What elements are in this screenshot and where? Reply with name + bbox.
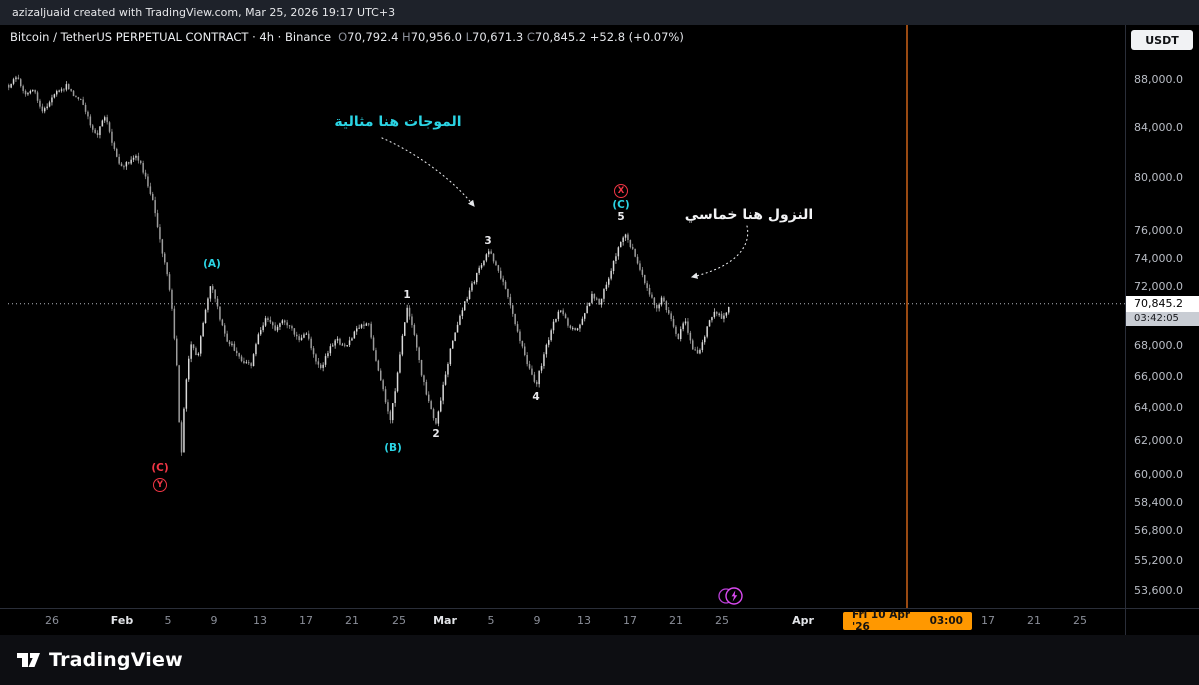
- price-tick-label: 76,000.0: [1134, 224, 1183, 237]
- time-tick-label: 21: [345, 614, 359, 627]
- wave-label[interactable]: (C): [151, 462, 169, 474]
- ohlc-key: H: [402, 30, 411, 44]
- ohlc-values: O70,792.4 H70,956.0 L70,671.3 C70,845.2 …: [338, 30, 684, 44]
- event-time: 03:00: [929, 615, 963, 627]
- ohlc-value: 70,845.2: [534, 30, 590, 44]
- wave-label[interactable]: (B): [384, 442, 402, 454]
- price-tick-label: 80,000.0: [1134, 171, 1183, 184]
- bar-countdown-badge: 03:42:05: [1126, 311, 1199, 326]
- time-tick-label: 13: [253, 614, 267, 627]
- time-tick-label: Feb: [110, 614, 134, 627]
- wave-label[interactable]: (A): [203, 258, 221, 270]
- price-tick-label: 74,000.0: [1134, 252, 1183, 265]
- time-tick-label: 25: [1073, 614, 1087, 627]
- price-tick-label: 84,000.0: [1134, 121, 1183, 134]
- price-tick-label: 72,000.0: [1134, 280, 1183, 293]
- time-tick-label: 21: [1027, 614, 1041, 627]
- time-tick-label: 5: [487, 614, 495, 627]
- price-axis[interactable]: USDT 88,000.0 84,000.0 80,000.0 76,000.0 74,…: [1126, 25, 1199, 609]
- price-tick-label: 60,000.0: [1134, 468, 1183, 481]
- wave-label[interactable]: X: [614, 184, 628, 198]
- time-tick-label: Apr: [792, 614, 814, 627]
- ohlc-value: 70,671.3: [472, 30, 527, 44]
- ohlc-value: 70,792.4: [347, 30, 403, 44]
- time-axis[interactable]: 26 Feb 5 9 13 17 21 25 Mar 5 9 13 17 21 25 Apr 17 21 25 Fr…: [0, 609, 1199, 635]
- candles-layer: [8, 74, 730, 456]
- chart-text-annotation[interactable]: النزول هنا خماسي: [684, 207, 814, 223]
- annotation-arrow-waves[interactable]: [381, 137, 475, 207]
- time-tick-label: 21: [669, 614, 683, 627]
- time-tick-label: Mar: [433, 614, 457, 627]
- price-tick-label: 88,000.0: [1134, 73, 1183, 86]
- symbol-title[interactable]: Bitcoin / TetherUS PERPETUAL CONTRACT · …: [10, 30, 332, 44]
- attribution-text: azizaljuaid created with TradingView.com…: [12, 6, 396, 19]
- time-tick-label: 25: [715, 614, 729, 627]
- time-tick-label: 9: [533, 614, 541, 627]
- time-tick-label: 17: [981, 614, 995, 627]
- footer-bar: TradingView: [0, 635, 1199, 685]
- symbol-ohlc-bar: Bitcoin / TetherUS PERPETUAL CONTRACT · …: [10, 30, 684, 44]
- ohlc-value: +52.8 (+0.07%): [589, 30, 684, 44]
- tradingview-wordmark[interactable]: TradingView: [49, 649, 183, 671]
- wave-label[interactable]: 1: [403, 289, 411, 301]
- attribution-bar: azizaljuaid created with TradingView.com…: [0, 0, 1199, 25]
- chart-text-annotation[interactable]: الموجات هنا مثالية: [334, 114, 462, 130]
- ohlc-key: C: [526, 30, 535, 44]
- event-lightning-icon[interactable]: [717, 585, 747, 607]
- ohlc-value: 70,956.0: [410, 30, 466, 44]
- ohlc-key: L: [465, 30, 472, 44]
- time-tick-label: 5: [164, 614, 172, 627]
- price-tick-label: 62,000.0: [1134, 434, 1183, 447]
- currency-toggle-button[interactable]: USDT: [1131, 30, 1193, 50]
- price-tick-label: 68,000.0: [1134, 339, 1183, 352]
- time-tick-label: 13: [577, 614, 591, 627]
- event-date: Fri 10 Apr '26: [852, 609, 911, 633]
- price-tick-label: 56,800.0: [1134, 524, 1183, 537]
- price-tick-label: 53,600.0: [1134, 584, 1183, 597]
- tradingview-logo-icon[interactable]: [14, 647, 42, 673]
- wave-label[interactable]: 2: [432, 428, 440, 440]
- time-tick-label: 17: [623, 614, 637, 627]
- price-tick-label: 64,000.0: [1134, 401, 1183, 414]
- wave-label[interactable]: 4: [532, 391, 540, 403]
- time-tick-label: 17: [299, 614, 313, 627]
- price-tick-label: 58,400.0: [1134, 496, 1183, 509]
- annotation-arrow-descent[interactable]: [690, 225, 749, 279]
- price-tick-label: 55,200.0: [1134, 554, 1183, 567]
- time-tick-label: 26: [45, 614, 59, 627]
- wave-label[interactable]: Y: [153, 478, 167, 492]
- wave-label[interactable]: 5: [617, 211, 625, 223]
- wave-label[interactable]: 3: [484, 235, 492, 247]
- time-tick-label: 9: [210, 614, 218, 627]
- wave-label[interactable]: (C): [612, 199, 630, 211]
- ohlc-key: O: [338, 30, 348, 44]
- current-price-badge: 70,845.2: [1126, 295, 1199, 312]
- event-date-badge[interactable]: Fri 10 Apr '26 03:00: [843, 609, 972, 633]
- time-tick-label: 25: [392, 614, 406, 627]
- price-tick-label: 66,000.0: [1134, 370, 1183, 383]
